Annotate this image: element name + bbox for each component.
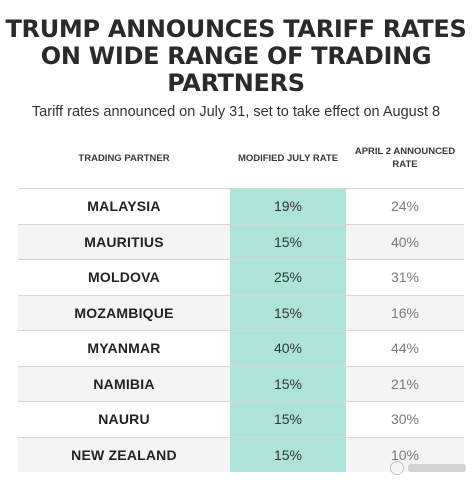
modified-rate-cell: 25%: [230, 260, 346, 295]
column-header-modified-july-rate: MODIFIED JULY RATE: [237, 152, 339, 164]
april-rate-cell: 31%: [390, 269, 420, 286]
watermark: [390, 461, 466, 475]
table-row: MOZAMBIQUE 15% 16%: [18, 294, 464, 330]
modified-rate-cell: 15%: [230, 224, 346, 259]
column-header-april-2-announced-rate: APRIL 2 ANNOUNCED RATE: [354, 146, 456, 170]
modified-rate-cell: 15%: [230, 366, 346, 401]
april-rate-cell: 10%: [390, 446, 420, 463]
page-title: TRUMP ANNOUNCES TARIFF RATES ON WIDE RAN…: [5, 15, 467, 97]
april-rate-cell: 24%: [390, 198, 420, 215]
april-rate-cell: 40%: [390, 233, 420, 250]
trading-partner-cell: NAURU: [98, 411, 150, 428]
trading-partner-cell: MYANMAR: [87, 340, 161, 357]
table-row: NAURU 15% 30%: [18, 401, 464, 437]
table-header-row: TRADING PARTNER MODIFIED JULY RATE APRIL…: [18, 128, 464, 188]
table-row: MAURITIUS 15% 40%: [18, 223, 464, 259]
april-rate-cell: 16%: [390, 304, 420, 321]
april-rate-cell: 30%: [390, 411, 420, 428]
modified-rate-cell: 19%: [230, 189, 346, 224]
table-row: NAMIBIA 15% 21%: [18, 365, 464, 401]
april-rate-cell: 44%: [390, 340, 420, 357]
trading-partner-cell: NAMIBIA: [93, 375, 155, 392]
trading-partner-cell: MOZAMBIQUE: [74, 304, 174, 321]
modified-rate-cell: 15%: [230, 295, 346, 330]
trading-partner-cell: NEW ZEALAND: [71, 446, 177, 463]
modified-rate-cell: 15%: [230, 402, 346, 437]
table-row: MALAYSIA 19% 24%: [18, 188, 464, 224]
trading-partner-cell: MAURITIUS: [84, 233, 164, 250]
watermark-logo-icon: [390, 461, 404, 475]
table-body: MALAYSIA 19% 24% MAURITIUS 15% 40% MOLDO…: [18, 188, 464, 472]
page-subtitle: Tariff rates announced on July 31, set t…: [31, 104, 441, 120]
trading-partner-cell: MALAYSIA: [87, 198, 161, 215]
modified-rate-cell: 40%: [230, 331, 346, 366]
april-rate-cell: 21%: [390, 375, 420, 392]
table-row: MYANMAR 40% 44%: [18, 330, 464, 366]
modified-rate-cell: 15%: [230, 437, 346, 472]
tariff-table: TRADING PARTNER MODIFIED JULY RATE APRIL…: [18, 128, 464, 472]
table-row: MOLDOVA 25% 31%: [18, 259, 464, 295]
column-header-trading-partner: TRADING PARTNER: [78, 152, 170, 164]
table-row: NEW ZEALAND 15% 10%: [18, 436, 464, 472]
trading-partner-cell: MOLDOVA: [88, 269, 160, 286]
watermark-text-blur: [408, 464, 466, 472]
